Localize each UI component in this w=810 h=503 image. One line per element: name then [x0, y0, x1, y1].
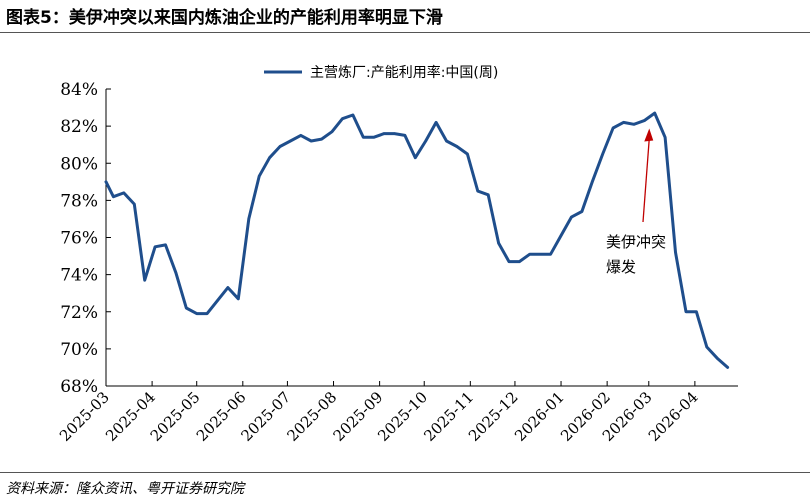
data-point [278, 145, 282, 148]
data-point [445, 139, 448, 143]
data-point [518, 260, 521, 263]
annotation-text-line1: 美伊冲突 [606, 233, 666, 251]
x-tick-label: 2026-01 [511, 388, 568, 445]
source-note: 资料来源：隆众资讯、粤开证券研究院 [6, 481, 244, 497]
data-point [122, 191, 126, 195]
data-point [705, 345, 708, 349]
data-point [487, 193, 490, 196]
data-point [601, 152, 604, 156]
data-point [528, 253, 531, 256]
data-point [362, 136, 365, 139]
data-point [289, 139, 292, 143]
data-point [611, 126, 615, 130]
data-point [695, 310, 698, 313]
chart-legend: 主营炼厂:产能利用率:中国(周) [264, 64, 498, 81]
data-point [164, 243, 167, 247]
data-point [622, 121, 625, 124]
legend-label: 主营炼厂:产能利用率:中国(周) [310, 64, 498, 81]
data-point [643, 119, 646, 122]
y-axis-ticks: 68% 70% 72% 74% 76% 78% 80% 82% 84% [60, 80, 111, 397]
data-point [466, 152, 469, 156]
data-point [403, 134, 407, 137]
figure-title: 图表5：美伊冲突以来国内炼油企业的产能利用率明显下滑 [6, 8, 443, 28]
y-tick-label: 70% [60, 340, 98, 360]
data-point [299, 134, 302, 137]
y-tick-label: 78% [60, 191, 98, 211]
data-point [195, 312, 198, 315]
x-tick-label: 2025-08 [284, 388, 341, 445]
data-point [476, 189, 479, 193]
data-point [455, 145, 459, 148]
data-point [143, 279, 146, 282]
x-tick-label: 2025-05 [147, 388, 204, 445]
data-point [112, 195, 115, 198]
x-tick-label: 2025-07 [237, 388, 294, 445]
data-point [393, 132, 396, 135]
y-tick-label: 80% [60, 154, 98, 174]
y-tick-label: 72% [60, 303, 98, 323]
data-point [382, 132, 386, 135]
data-point [153, 245, 157, 248]
data-point [104, 180, 108, 183]
data-point [185, 306, 188, 310]
data-point [663, 136, 667, 139]
y-tick-label: 84% [60, 80, 98, 100]
title-divider [0, 32, 810, 33]
data-point [716, 357, 719, 360]
data-point [133, 202, 136, 206]
data-point [549, 253, 552, 256]
line-chart: 68% 70% 72% 74% 76% 78% 80% 82% 84% 2025-032025-… [56, 64, 738, 445]
data-point [507, 260, 511, 263]
data-point [205, 312, 209, 315]
data-point [570, 215, 573, 219]
data-point [497, 241, 500, 245]
data-point [237, 297, 240, 300]
annotation-arrow-head [644, 128, 654, 142]
y-tick-label: 74% [60, 266, 98, 286]
data-point [258, 175, 261, 178]
series-layer [104, 111, 730, 369]
data-point [341, 117, 344, 120]
data-point [559, 234, 563, 237]
data-point [726, 366, 729, 369]
data-point [247, 217, 250, 221]
data-point [424, 139, 427, 143]
data-point [320, 137, 323, 141]
data-point [330, 130, 334, 133]
footer-divider [0, 472, 810, 473]
data-point [310, 139, 313, 143]
data-point [216, 299, 219, 302]
x-tick-label: 2026-04 [645, 388, 702, 445]
data-point [226, 286, 230, 289]
data-point [268, 156, 271, 159]
annotation-text-line2: 爆发 [606, 258, 636, 276]
x-tick-label: 2025-12 [465, 388, 522, 445]
data-point [351, 113, 355, 117]
data-point [580, 210, 584, 213]
data-point [539, 253, 542, 256]
y-tick-label: 68% [60, 377, 98, 397]
data-point [632, 123, 636, 126]
x-axis-ticks: 2025-032025-042025-052025-062025-072025-… [56, 381, 702, 445]
y-tick-label: 82% [60, 117, 98, 137]
annotation-arrow-line [642, 138, 650, 223]
data-point [414, 156, 417, 159]
data-point [653, 111, 656, 115]
data-point [591, 180, 594, 183]
x-tick-label: 2025-10 [374, 388, 431, 445]
data-point [434, 121, 438, 124]
data-point [372, 136, 375, 139]
y-tick-label: 76% [60, 229, 98, 249]
data-point [674, 251, 677, 254]
data-point [684, 310, 688, 313]
data-point [174, 271, 178, 274]
